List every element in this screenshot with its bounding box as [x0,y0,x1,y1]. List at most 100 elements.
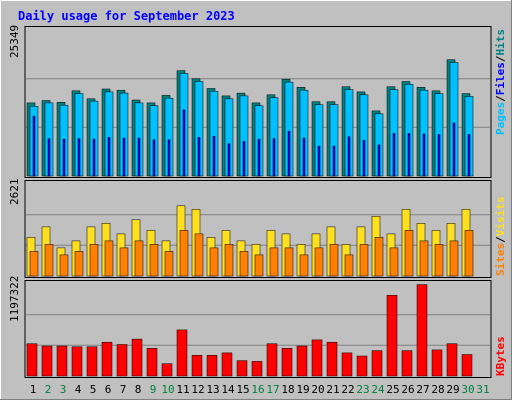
x-day-label: 14 [221,383,235,396]
sites-bar [419,240,429,277]
kbytes-bar [431,349,443,377]
sites-bar [224,244,234,277]
legend-files: Files [494,62,507,95]
legend-sep-3: / [494,236,507,243]
sites-bar [89,244,99,277]
sites-bar [359,244,369,277]
x-day-label: 28 [431,383,444,396]
kbytes-bar [221,352,233,377]
legend-kbytes: KBytes [494,336,507,376]
kbytes-bar [146,348,158,377]
x-day-label: 10 [161,383,174,396]
bottom-panel-bars [26,284,473,377]
kbytes-bar [266,343,278,377]
legend-sites: Sites [494,243,507,276]
files-bar [452,122,456,177]
sites-bar [239,251,249,277]
files-bar [122,137,126,177]
x-day-label: 11 [176,383,189,396]
files-bar [62,138,66,177]
legend-sep-1: / [494,95,507,102]
kbytes-bar [86,346,98,377]
files-bar [422,133,426,177]
sites-bar [314,247,324,277]
files-bar [332,145,336,177]
bottom-panel [24,280,492,378]
legend-visits: Visits [494,197,507,237]
sites-bar [434,244,444,277]
bottom-legend: KBytes [494,336,507,376]
kbytes-bar [191,355,203,377]
x-day-label: 26 [401,383,414,396]
kbytes-bar [326,341,338,377]
kbytes-bar [461,354,473,377]
files-bar [392,133,396,177]
x-day-label: 12 [191,383,204,396]
middle-ymax-label: 2621 [8,179,21,206]
kbytes-bar [41,345,53,377]
x-day-label: 15 [236,383,249,396]
chart-title: Daily usage for September 2023 [18,9,235,23]
files-bar [362,140,366,177]
sites-bar [179,230,189,277]
legend-hits: Hits [494,29,507,56]
kbytes-bar [101,341,113,377]
files-bar [242,141,246,177]
files-bar [257,138,261,177]
files-bar [137,137,141,177]
x-day-label: 30 [461,383,474,396]
files-bar [197,137,201,177]
bottom-ymax-label: 1197322 [8,276,21,322]
sites-bar [329,244,339,277]
sites-bar [44,244,54,277]
kbytes-bar [161,363,173,377]
files-bar [182,109,186,177]
x-day-label: 8 [135,383,142,396]
files-bar [227,143,231,177]
sites-bar [164,251,174,277]
x-day-label: 6 [105,383,112,396]
sites-bar [254,254,264,277]
middle-legend: Sites/Visits [494,197,507,277]
x-day-label: 24 [371,383,385,396]
x-day-label: 2 [45,383,52,396]
kbytes-bar [311,339,323,377]
kbytes-bar [56,345,68,377]
sites-bar [464,230,474,277]
kbytes-bar [26,343,38,377]
x-day-label: 16 [251,383,264,396]
kbytes-bar [71,346,83,377]
kbytes-bar [446,343,458,377]
sites-bar [209,247,219,277]
kbytes-bar [236,360,248,377]
files-bar [347,136,351,177]
sites-bar [449,240,459,277]
sites-bar [74,251,84,277]
kbytes-bar [341,352,353,377]
kbytes-bar [116,344,128,377]
x-day-label: 13 [206,383,219,396]
files-bar [377,144,381,177]
x-day-label: 9 [150,383,157,396]
sites-bar [404,230,414,277]
files-bar [167,139,171,177]
x-day-label: 25 [386,383,399,396]
sites-bar [119,247,129,277]
x-day-label: 5 [90,383,97,396]
x-day-label: 22 [341,383,354,396]
legend-sep-2: / [494,55,507,62]
x-day-label: 7 [120,383,127,396]
kbytes-bar [401,350,413,377]
sites-bar [149,244,159,277]
kbytes-bar [371,350,383,377]
x-day-label: 31 [476,383,489,396]
middle-panel [24,180,492,278]
sites-bar [344,254,354,277]
sites-bar [104,240,114,277]
x-day-label: 18 [281,383,294,396]
sites-bar [269,247,279,277]
files-bar [317,145,321,177]
sites-bar [299,254,309,277]
files-bar [107,137,111,177]
